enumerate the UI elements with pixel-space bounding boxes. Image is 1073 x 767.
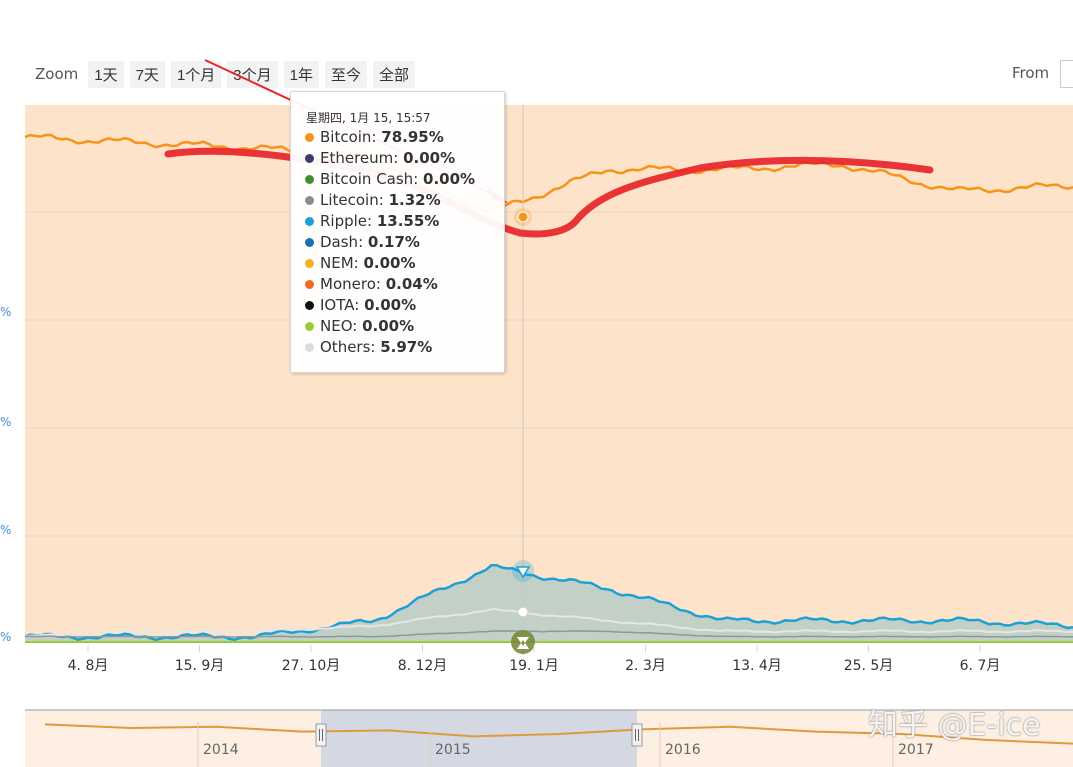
navigator-year-label: 2017 — [898, 742, 934, 758]
tooltip-row-dash: Dash: 0.17% — [305, 233, 420, 251]
tooltip-series-name: Bitcoin: — [320, 128, 382, 146]
navigator[interactable]: 2014 2015 2016 2017 — [25, 709, 1073, 767]
bitcoin-hover-point — [517, 211, 529, 223]
tooltip-series-value: 0.17% — [367, 233, 420, 251]
zoom-1d-button[interactable]: 1天 — [88, 60, 124, 88]
tooltip-row-bitcoin-cash: Bitcoin Cash: 0.00% — [305, 170, 475, 188]
tooltip-row-nem: NEM: 0.00% — [305, 254, 416, 272]
x-tick-label: 27. 10月 — [282, 658, 341, 674]
tooltip-series-value: 0.00% — [363, 254, 416, 272]
tooltip-series-value: 13.55% — [376, 212, 440, 230]
x-tick-label: 8. 12月 — [398, 658, 448, 674]
x-tick-label: 25. 5月 — [844, 658, 894, 674]
legend-dot-icon — [305, 217, 314, 226]
tooltip-series-value: 0.04% — [385, 275, 438, 293]
zoom-1m-button[interactable]: 1个月 — [170, 60, 222, 88]
tooltip-row-litecoin: Litecoin: 1.32% — [305, 191, 441, 209]
zoom-ytd-button[interactable]: 至今 — [324, 60, 367, 88]
navigator-series-line — [44, 723, 1073, 745]
plot-area: %%%% — [0, 105, 1073, 655]
x-axis: 4. 8月 15. 9月 27. 10月 8. 12月 19. 1月 2. 3月 13. 4… — [68, 645, 1001, 674]
tooltip-row-monero: Monero: 0.04% — [305, 275, 438, 293]
others-hover-point — [517, 606, 529, 618]
zoom-1y-button[interactable]: 1年 — [283, 60, 319, 88]
navigator-year-label: 2014 — [203, 742, 239, 758]
tooltip-series-value: 78.95% — [381, 128, 444, 146]
zoom-label: Zoom — [35, 65, 79, 83]
zoom-all-button[interactable]: 全部 — [372, 60, 415, 88]
tooltip-series-name: Monero: — [320, 275, 386, 293]
navigator-selected-range — [321, 710, 637, 767]
tooltip-series-name: NEM: — [320, 254, 364, 272]
y-tick-label: % — [0, 305, 11, 319]
x-tick-label: 2. 3月 — [625, 658, 666, 674]
legend-dot-icon — [305, 238, 314, 247]
tooltip-series-value: 5.97% — [380, 338, 433, 356]
neo-hover-marker — [517, 637, 529, 649]
legend-dot-icon — [305, 301, 314, 310]
tooltip-series-name: NEO: — [320, 317, 363, 335]
y-tick-label: % — [0, 415, 11, 429]
ripple-hover-marker — [515, 566, 531, 579]
zoom-7d-button[interactable]: 7天 — [129, 60, 165, 88]
from-date-input[interactable] — [1060, 60, 1073, 88]
y-tick-label: % — [0, 523, 11, 537]
tooltip: 星期四, 1月 15, 15:57 Bitcoin: 78.95% Ethereu… — [290, 91, 505, 373]
legend-dot-icon — [305, 196, 314, 205]
legend-dot-icon — [305, 343, 314, 352]
x-tick-label: 19. 1月 — [509, 658, 559, 674]
y-tick-label: % — [0, 630, 11, 644]
x-tick-label: 15. 9月 — [175, 658, 225, 674]
tooltip-series-value: 0.00% — [423, 170, 476, 188]
legend-dot-icon — [305, 175, 314, 184]
tooltip-series-name: Ripple: — [320, 212, 377, 230]
legend-dot-icon — [305, 133, 314, 142]
tooltip-series-value: 0.00% — [362, 317, 415, 335]
tooltip-date: 星期四, 1月 15, 15:57 — [306, 111, 431, 125]
x-tick-label: 4. 8月 — [68, 658, 109, 674]
tooltip-row-others: Others: 5.97% — [305, 338, 432, 356]
minor-series-line — [24, 630, 1073, 638]
ripple-series-line — [24, 563, 1073, 642]
ripple-area — [25, 565, 1073, 642]
tooltip-row-ripple: Ripple: 13.55% — [305, 212, 439, 230]
tooltip-series-name: IOTA: — [320, 296, 365, 314]
legend-dot-icon — [305, 154, 314, 163]
watermark: 知乎 @E-ice — [868, 708, 1041, 743]
navigator-year-label: 2015 — [435, 742, 471, 758]
tooltip-series-name: Others: — [320, 338, 381, 356]
tooltip-series-value: 1.32% — [388, 191, 441, 209]
tooltip-series-name: Litecoin: — [320, 191, 389, 209]
navigator-right-handle[interactable] — [631, 723, 643, 747]
tooltip-series-value: 0.00% — [364, 296, 417, 314]
navigator-left-handle[interactable] — [315, 723, 327, 747]
tooltip-row-neo: NEO: 0.00% — [305, 317, 414, 335]
tooltip-series-name: Ethereum: — [320, 149, 404, 167]
tooltip-row-bitcoin: Bitcoin: 78.95% — [305, 128, 444, 146]
stacked-area-background — [25, 105, 1073, 642]
navigator-year-label: 2016 — [665, 742, 701, 758]
legend-dot-icon — [305, 280, 314, 289]
x-tick-label: 6. 7月 — [960, 658, 1001, 674]
from-label: From — [1012, 64, 1050, 82]
x-tick-label: 13. 4月 — [732, 658, 782, 674]
legend-dot-icon — [305, 259, 314, 268]
tooltip-series-name: Bitcoin Cash: — [320, 170, 424, 188]
tooltip-series-value: 0.00% — [403, 149, 456, 167]
bitcoin-series-line — [24, 133, 1073, 213]
others-series-line — [24, 608, 1073, 638]
tooltip-row-iota: IOTA: 0.00% — [305, 296, 416, 314]
tooltip-series-name: Dash: — [320, 233, 368, 251]
neo-hover-halo — [511, 630, 535, 654]
tooltip-row-ethereum: Ethereum: 0.00% — [305, 149, 455, 167]
legend-dot-icon — [305, 322, 314, 331]
